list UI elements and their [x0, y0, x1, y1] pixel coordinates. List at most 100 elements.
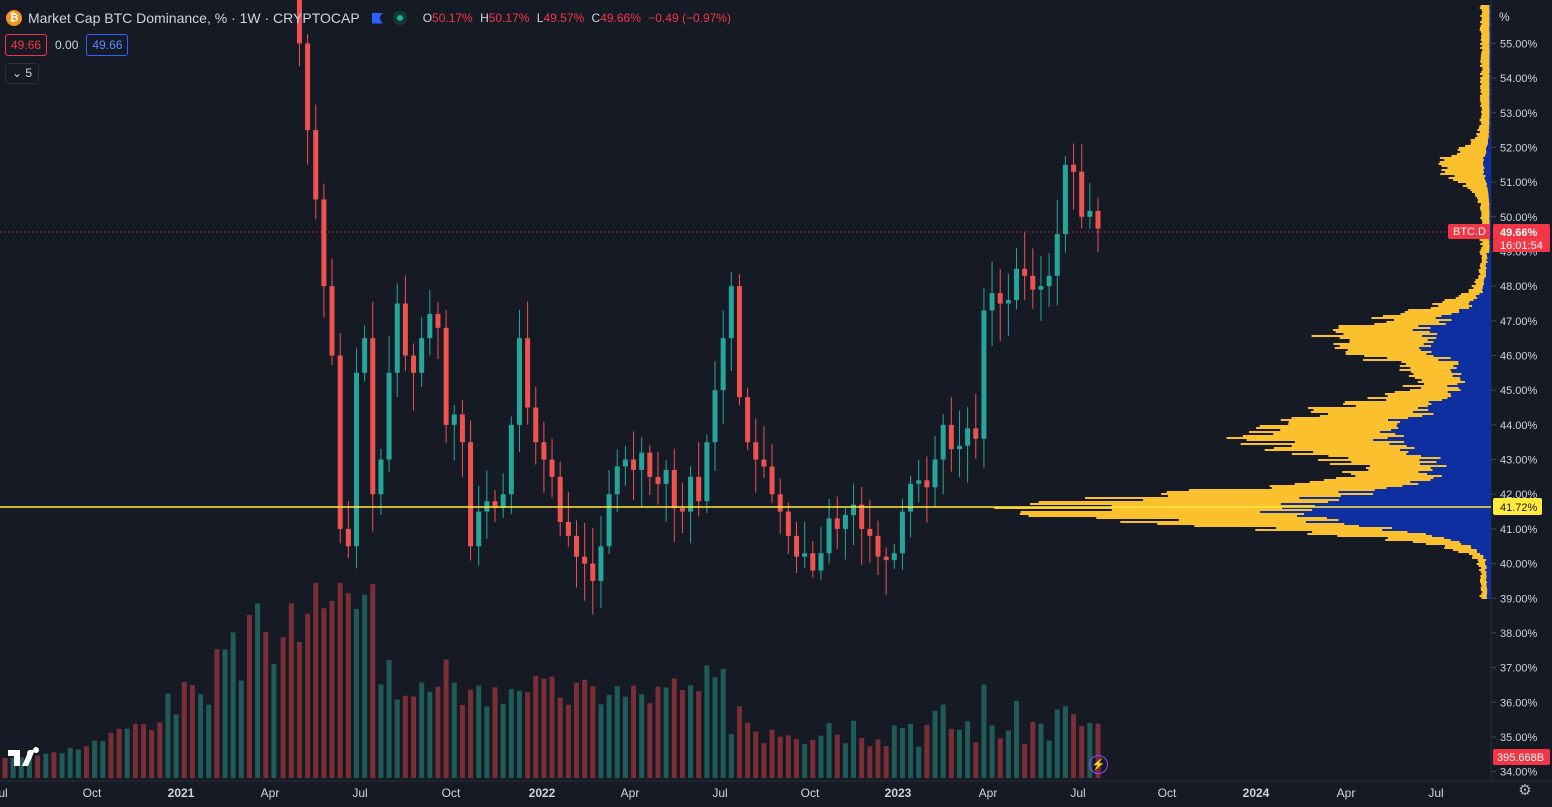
volume-bar [908, 723, 914, 778]
profile-bar-up [1355, 405, 1428, 407]
profile-bar-up [1480, 77, 1490, 79]
profile-bar-up [1355, 475, 1442, 477]
profile-bar-up [1369, 465, 1447, 467]
profile-bar-up [1481, 107, 1490, 109]
candle-body [345, 528, 351, 547]
volume-bar [639, 694, 645, 778]
candle-body [362, 338, 368, 373]
profile-bar-up [1452, 549, 1477, 551]
profile-bar-down [1489, 225, 1491, 227]
profile-bar-up [1481, 63, 1490, 65]
profile-bar-up [1339, 337, 1437, 339]
y-tick-label: 39.00% [1500, 593, 1538, 605]
profile-bar-down [1486, 181, 1491, 183]
candle-body [948, 424, 954, 450]
profile-bar-down [1476, 549, 1491, 551]
volume-bar [622, 696, 628, 778]
x-axis[interactable]: Jul Oct 2021 Apr Jul Oct 2022 Apr Jul Oct 2023 Apr J… [0, 786, 1444, 800]
volume-bar [296, 641, 302, 778]
profile-bar-down [1489, 199, 1491, 201]
profile-bar-up [1453, 179, 1486, 181]
profile-bar-up [1259, 425, 1397, 427]
buy-button[interactable]: 49.66 [86, 34, 129, 56]
profile-bar-down [1387, 437, 1491, 439]
volume-bar [785, 735, 791, 778]
profile-bar-up [1438, 305, 1473, 307]
profile-bar-up [1479, 569, 1486, 571]
profile-bar-up [1458, 551, 1478, 553]
market-status-icon[interactable] [392, 11, 407, 25]
profile-bar-down [1465, 381, 1491, 383]
profile-bar-down [1489, 27, 1491, 29]
profile-bar-up [1474, 281, 1484, 283]
profile-bar-down [1412, 411, 1491, 413]
candle-body [859, 504, 865, 529]
profile-bar-up [1482, 241, 1490, 243]
candle-body [353, 372, 359, 547]
volume-bar [75, 749, 81, 778]
profile-bar-down [1404, 441, 1491, 443]
profile-bar-up [1482, 45, 1490, 47]
volume-bar [238, 680, 244, 778]
candle-body [940, 424, 946, 460]
profile-bar-down [1489, 205, 1491, 207]
candle-body [932, 459, 938, 488]
profile-bar-up [1030, 503, 1281, 505]
profile-bar-up [1368, 469, 1433, 471]
profile-bar-up [1478, 565, 1487, 567]
profile-bar-up [1480, 583, 1487, 585]
profile-bar-up [1412, 541, 1460, 543]
profile-bar-down [1457, 383, 1491, 385]
candle-body [386, 372, 392, 460]
profile-bar-up [1310, 411, 1413, 413]
profile-bar-down [1489, 7, 1491, 9]
candle-body [1087, 210, 1093, 217]
profile-bar-up [1371, 317, 1436, 319]
profile-bar-up [1479, 595, 1487, 597]
profile-bar-down [1428, 401, 1491, 403]
candlestick-series[interactable] [281, 0, 1101, 615]
profile-bar-up [1364, 355, 1434, 357]
profile-bar-down [1489, 209, 1491, 211]
volume-bar [443, 659, 449, 778]
volume-bar [956, 729, 962, 778]
profile-bar-down [1489, 203, 1491, 205]
y-tick-label: 53.00% [1500, 108, 1538, 120]
symbol-legend[interactable]: ₿ Market Cap BTC Dominance, % · 1W · CRY… [6, 8, 735, 28]
volume-bar [736, 706, 742, 778]
profile-bar-up [1096, 517, 1327, 519]
profile-bar-up [1480, 57, 1490, 59]
flag-icon[interactable] [371, 12, 383, 24]
indicators-toggle-button[interactable]: ⌄ 5 [5, 63, 40, 84]
profile-bar-up [1478, 277, 1485, 279]
profile-bar-down [1423, 343, 1491, 345]
volume-bar [271, 664, 277, 778]
profile-bar-up [1481, 23, 1490, 25]
lightning-icon[interactable]: ⚡ [1089, 755, 1108, 774]
sell-button[interactable]: 49.66 [5, 34, 48, 56]
profile-bar-down [1396, 425, 1491, 427]
profile-bar-up [1454, 175, 1486, 177]
profile-bar-up [1457, 181, 1487, 183]
profile-bar-down [1380, 431, 1491, 433]
y-axis[interactable]: 55.00% 54.00% 53.00% 52.00% 51.00% 50.00% 49.0… [1491, 38, 1538, 779]
profile-bar-up [1393, 319, 1452, 321]
volume-bar [728, 734, 734, 778]
gear-icon[interactable]: ⚙ [1518, 782, 1532, 799]
profile-bar-down [1485, 561, 1491, 563]
profile-bar-down [1422, 335, 1491, 337]
x-tick-label: 2024 [1243, 786, 1270, 800]
volume-bar [476, 685, 482, 778]
x-tick-label: Oct [801, 786, 820, 800]
profile-bar-down [1489, 55, 1491, 57]
profile-bar-up [1161, 493, 1374, 495]
volume-bar [280, 637, 286, 778]
symbol-title[interactable]: Market Cap BTC Dominance, % · 1W · CRYPT… [28, 10, 360, 26]
y-tick-label: 50.00% [1500, 212, 1538, 224]
candle-body [370, 338, 376, 495]
candle-body [981, 310, 987, 439]
tradingview-logo-icon[interactable] [7, 746, 41, 768]
volume-bar [679, 689, 685, 778]
profile-bar-down [1441, 475, 1491, 477]
